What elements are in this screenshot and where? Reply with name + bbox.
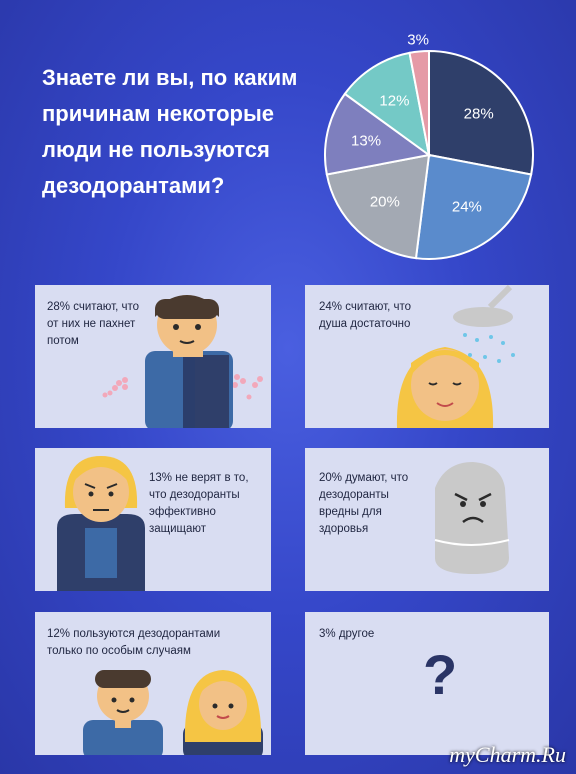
angry-deodorant-illustration bbox=[434, 462, 510, 574]
pie-slice-label: 13% bbox=[351, 132, 382, 150]
pie-slice bbox=[325, 153, 431, 260]
pie-slice bbox=[414, 153, 533, 260]
watermark: myCharm.Ru bbox=[449, 742, 566, 767]
flower-icon bbox=[102, 374, 263, 400]
water-drops-icon bbox=[463, 333, 515, 363]
pie-slice bbox=[343, 51, 431, 158]
card-no-sweat-smell: 28% считают, что от них не пахнет потом bbox=[35, 285, 271, 428]
card-shower-enough: 24% считают, что душа достаточно bbox=[305, 285, 549, 428]
question-mark-icon: ? bbox=[423, 643, 458, 706]
shower-head-icon bbox=[453, 307, 513, 327]
woman-in-shower-illustration bbox=[396, 285, 515, 428]
pie-slice-label: 28% bbox=[463, 105, 494, 123]
man-with-flowers-illustration bbox=[102, 295, 263, 428]
pie-slice-label: 12% bbox=[379, 92, 410, 110]
card-text: 13% не верят в то, что дезодоранты эффек… bbox=[149, 472, 249, 535]
doubtful-woman-illustration bbox=[57, 456, 145, 591]
card-text: 28% считают, что от них не пахнет потом bbox=[47, 301, 140, 347]
card-text: 12% пользуются дезодорантами только по о… bbox=[47, 628, 221, 657]
pie-slice-label: 20% bbox=[369, 193, 400, 211]
card-other: 3% другое ? bbox=[305, 612, 549, 755]
pie-slice bbox=[324, 92, 432, 176]
card-text: 20% думают, что дезодоранты вредны для з… bbox=[319, 472, 409, 535]
pie-chart: 28% 24% 20% 13% 12% 3% bbox=[318, 31, 540, 266]
card-text: 24% считают, что душа достаточно bbox=[319, 301, 412, 330]
card-harmful: 20% думают, что дезодоранты вредны для з… bbox=[305, 448, 549, 591]
pie-chart-svg bbox=[324, 49, 534, 260]
card-not-effective: 13% не верят в то, что дезодоранты эффек… bbox=[35, 448, 271, 591]
pie-slice bbox=[408, 49, 430, 156]
pie-slice-label: 24% bbox=[451, 198, 482, 216]
couple-illustration bbox=[83, 670, 263, 755]
pie-slice-label: 3% bbox=[407, 31, 429, 49]
page-title: Знаете ли вы, по каким причинам некоторы… bbox=[42, 65, 298, 198]
pie-slice bbox=[428, 49, 534, 176]
card-text: 3% другое bbox=[319, 628, 375, 640]
card-special-occasions: 12% пользуются дезодорантами только по о… bbox=[35, 612, 271, 755]
